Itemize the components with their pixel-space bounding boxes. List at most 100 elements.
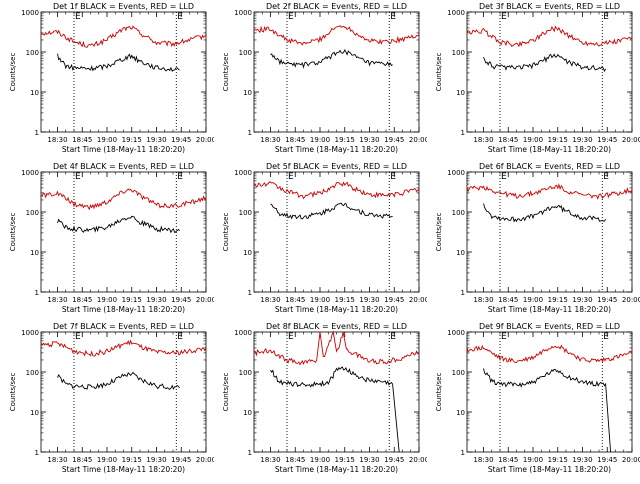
y-tick-label: 1 bbox=[461, 289, 465, 297]
y-tick-label: 10 bbox=[30, 409, 39, 417]
events-series-line bbox=[483, 368, 612, 453]
x-tick-label: 19:30 bbox=[572, 136, 592, 144]
line-chart: Det 9f BLACK = Events, RED = LLD 1 10 100 10… bbox=[435, 322, 640, 474]
x-tick-label: 20:00 bbox=[196, 456, 214, 464]
x-tick-label: 19:30 bbox=[572, 296, 592, 304]
detector-panel: Det 6f BLACK = Events, RED = LLD 1 10 100 10… bbox=[427, 160, 640, 320]
events-series-line bbox=[483, 203, 606, 223]
y-tick-label: 1000 bbox=[234, 169, 252, 177]
y-tick-label: 1 bbox=[461, 449, 465, 457]
x-tick-label: 19:30 bbox=[359, 136, 379, 144]
chart-title: Det 9f BLACK = Events, RED = LLD bbox=[479, 322, 620, 331]
line-chart: Det 6f BLACK = Events, RED = LLD 1 10 100 10… bbox=[435, 162, 640, 314]
x-axis-label: Start Time (18-May-11 18:20:20) bbox=[275, 465, 398, 474]
x-axis-label: Start Time (18-May-11 18:20:20) bbox=[275, 305, 398, 314]
x-tick-label: 18:30 bbox=[473, 296, 493, 304]
x-tick-label: 19:00 bbox=[523, 456, 543, 464]
x-tick-label: 19:45 bbox=[597, 456, 617, 464]
y-tick-label: 1000 bbox=[447, 329, 465, 337]
event-marker-label: E bbox=[603, 332, 609, 342]
plot-frame bbox=[253, 11, 420, 133]
x-tick-label: 19:15 bbox=[548, 456, 568, 464]
detector-panel: Det 4f BLACK = Events, RED = LLD 1 10 100 10… bbox=[1, 160, 216, 320]
event-marker-label: E bbox=[390, 332, 396, 342]
event-marker-label: E bbox=[177, 332, 183, 342]
line-chart: Det 8f BLACK = Events, RED = LLD 1 10 100 10… bbox=[222, 322, 429, 474]
chart-title: Det 5f BLACK = Events, RED = LLD bbox=[266, 162, 407, 171]
chart-title: Det 3f BLACK = Events, RED = LLD bbox=[479, 2, 620, 11]
x-tick-label: 18:45 bbox=[285, 296, 305, 304]
x-tick-label: 19:30 bbox=[146, 136, 166, 144]
event-marker-label: E bbox=[501, 332, 507, 342]
y-axis-label: Counts/sec bbox=[9, 53, 17, 92]
x-tick-label: 19:15 bbox=[335, 456, 355, 464]
x-tick-label: 19:30 bbox=[146, 456, 166, 464]
detector-panel: Det 8f BLACK = Events, RED = LLD 1 10 100 10… bbox=[214, 320, 429, 480]
x-tick-label: 19:00 bbox=[97, 136, 117, 144]
x-axis-label: Start Time (18-May-11 18:20:20) bbox=[488, 145, 611, 154]
y-tick-label: 100 bbox=[452, 209, 465, 217]
y-tick-label: 100 bbox=[26, 49, 39, 57]
x-tick-label: 18:45 bbox=[72, 136, 92, 144]
x-tick-label: 19:30 bbox=[146, 296, 166, 304]
x-tick-label: 19:00 bbox=[97, 456, 117, 464]
lld-series-line bbox=[40, 339, 207, 357]
y-tick-label: 10 bbox=[243, 249, 252, 257]
line-chart: Det 5f BLACK = Events, RED = LLD 1 10 100 10… bbox=[222, 162, 429, 314]
x-tick-label: 20:00 bbox=[409, 456, 427, 464]
y-tick-label: 1 bbox=[248, 289, 252, 297]
event-marker-label: E bbox=[390, 12, 396, 22]
x-tick-label: 19:15 bbox=[548, 296, 568, 304]
plot-frame bbox=[466, 331, 633, 453]
x-tick-label: 18:30 bbox=[260, 136, 280, 144]
x-tick-label: 20:00 bbox=[409, 296, 427, 304]
x-tick-label: 19:30 bbox=[359, 296, 379, 304]
x-tick-label: 18:45 bbox=[285, 136, 305, 144]
x-tick-label: 18:30 bbox=[47, 296, 67, 304]
y-tick-label: 1000 bbox=[447, 9, 465, 17]
event-marker-label: E bbox=[501, 12, 507, 22]
x-tick-label: 19:45 bbox=[171, 456, 191, 464]
lld-series-line bbox=[253, 25, 420, 46]
plot-frame bbox=[253, 171, 420, 293]
x-tick-label: 19:45 bbox=[597, 136, 617, 144]
lld-series-line bbox=[253, 330, 420, 366]
x-tick-label: 18:30 bbox=[473, 136, 493, 144]
x-tick-label: 19:45 bbox=[597, 296, 617, 304]
event-marker-label: E bbox=[177, 12, 183, 22]
events-series-line bbox=[57, 371, 180, 390]
y-tick-label: 100 bbox=[26, 209, 39, 217]
event-marker-label: E bbox=[75, 172, 81, 182]
y-tick-label: 1 bbox=[35, 449, 39, 457]
y-axis-label: Counts/sec bbox=[435, 373, 443, 412]
y-tick-label: 1 bbox=[35, 289, 39, 297]
x-tick-label: 18:30 bbox=[473, 456, 493, 464]
x-tick-label: 18:45 bbox=[498, 136, 518, 144]
y-tick-label: 1000 bbox=[447, 169, 465, 177]
x-tick-label: 19:15 bbox=[335, 136, 355, 144]
y-axis-label: Counts/sec bbox=[9, 373, 17, 412]
x-tick-label: 18:45 bbox=[72, 456, 92, 464]
x-tick-label: 18:30 bbox=[260, 296, 280, 304]
lld-series-line bbox=[253, 181, 420, 200]
events-series-line bbox=[57, 215, 180, 234]
line-chart: Det 1f BLACK = Events, RED = LLD 1 10 100 10… bbox=[9, 2, 216, 154]
y-tick-label: 1 bbox=[35, 129, 39, 137]
event-marker-label: E bbox=[603, 172, 609, 182]
events-series-line bbox=[483, 53, 606, 73]
chart-title: Det 4f BLACK = Events, RED = LLD bbox=[53, 162, 194, 171]
x-tick-label: 18:45 bbox=[72, 296, 92, 304]
detector-panel: Det 3f BLACK = Events, RED = LLD 1 10 100 10… bbox=[427, 0, 640, 160]
x-tick-label: 19:15 bbox=[335, 296, 355, 304]
event-marker-label: E bbox=[390, 172, 396, 182]
events-series-line bbox=[57, 53, 180, 72]
y-tick-label: 10 bbox=[30, 89, 39, 97]
x-axis-label: Start Time (18-May-11 18:20:20) bbox=[62, 305, 185, 314]
x-tick-label: 20:00 bbox=[622, 296, 640, 304]
x-axis-label: Start Time (18-May-11 18:20:20) bbox=[275, 145, 398, 154]
events-series-line bbox=[270, 202, 393, 220]
x-axis-label: Start Time (18-May-11 18:20:20) bbox=[488, 465, 611, 474]
y-axis-label: Counts/sec bbox=[222, 213, 230, 252]
x-axis-label: Start Time (18-May-11 18:20:20) bbox=[62, 465, 185, 474]
